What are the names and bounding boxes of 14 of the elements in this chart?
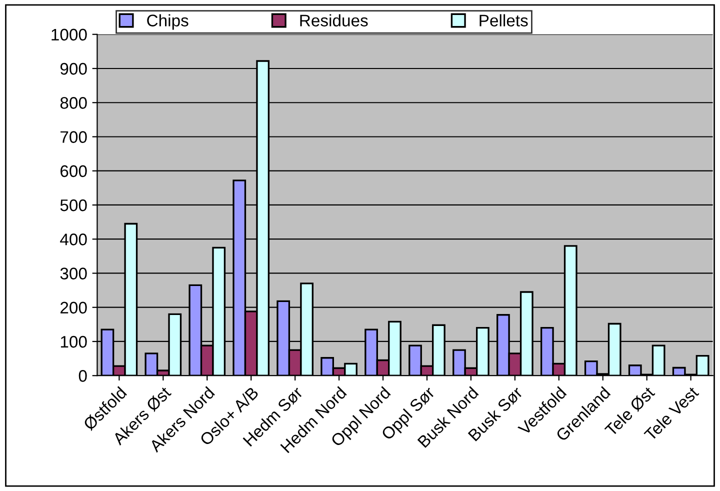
y-tick-label: 400: [60, 234, 87, 246]
y-tick-label: 700: [60, 131, 87, 143]
y-tick-label: 900: [60, 62, 87, 75]
legend-label: Residues: [300, 14, 368, 26]
y-tick-label: 800: [60, 97, 87, 109]
legend-label: Pellets: [480, 14, 528, 26]
y-tick-label: 0: [78, 370, 87, 382]
y-tick-label: 100: [60, 336, 87, 348]
y-tick-label: 300: [60, 268, 87, 280]
y-tick-label: 200: [60, 302, 87, 314]
y-tick-label: 600: [60, 165, 87, 178]
legend-label: Chips: [147, 14, 188, 30]
y-tick-label: 1000: [52, 28, 87, 41]
y-tick-label: 500: [60, 199, 87, 212]
